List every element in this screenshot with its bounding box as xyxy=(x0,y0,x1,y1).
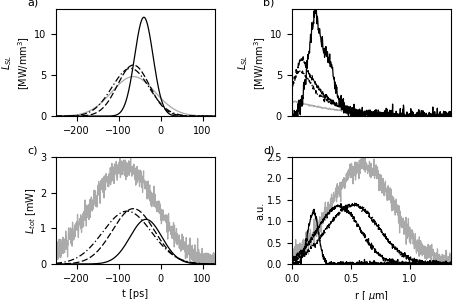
X-axis label: t [ps]: t [ps] xyxy=(122,289,148,299)
Y-axis label: a.u.: a.u. xyxy=(255,201,265,220)
Y-axis label: $L_{SL}$
[MW/mm$^3$]: $L_{SL}$ [MW/mm$^3$] xyxy=(237,36,268,89)
Text: a): a) xyxy=(27,0,38,8)
X-axis label: r [ $\mu$m]: r [ $\mu$m] xyxy=(354,289,389,300)
Text: c): c) xyxy=(27,146,38,156)
Y-axis label: $L_{SL}$
[MW/mm$^3$]: $L_{SL}$ [MW/mm$^3$] xyxy=(0,36,33,89)
Text: b): b) xyxy=(263,0,274,8)
Text: d): d) xyxy=(263,146,274,156)
Y-axis label: $L_{tot}$ [mW]: $L_{tot}$ [mW] xyxy=(25,187,39,234)
